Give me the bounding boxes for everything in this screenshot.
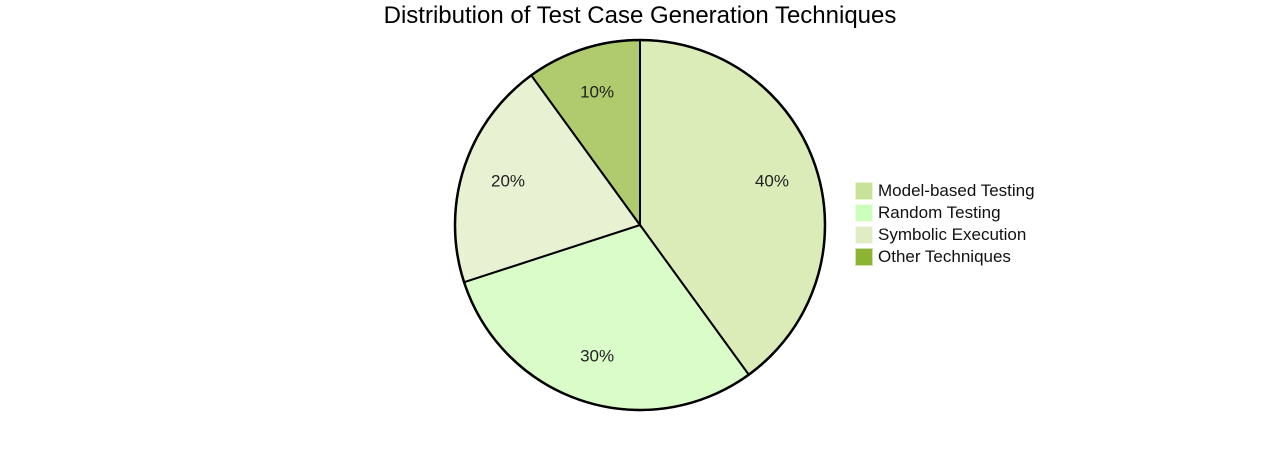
legend-swatch — [855, 248, 873, 266]
slice-percent-label: 10% — [580, 83, 614, 102]
slice-percent-label: 40% — [755, 172, 789, 191]
legend-swatch — [855, 204, 873, 222]
slice-percent-label: 20% — [491, 172, 525, 191]
legend-label: Random Testing — [878, 203, 1001, 222]
legend-swatch — [855, 182, 873, 200]
legend-label: Model-based Testing — [878, 181, 1035, 200]
chart-title: Distribution of Test Case Generation Tec… — [383, 2, 897, 29]
legend-item-model-based: Model-based Testing — [855, 180, 1035, 202]
legend: Model-based Testing Random Testing Symbo… — [855, 180, 1035, 268]
legend-item-symbolic: Symbolic Execution — [855, 224, 1035, 246]
legend-label: Other Techniques — [878, 247, 1011, 266]
legend-item-random: Random Testing — [855, 202, 1035, 224]
pie-outline — [453, 38, 827, 412]
slice-percent-label: 30% — [580, 346, 614, 365]
legend-item-other: Other Techniques — [855, 246, 1035, 268]
legend-label: Symbolic Execution — [878, 225, 1027, 244]
legend-swatch — [855, 226, 873, 244]
